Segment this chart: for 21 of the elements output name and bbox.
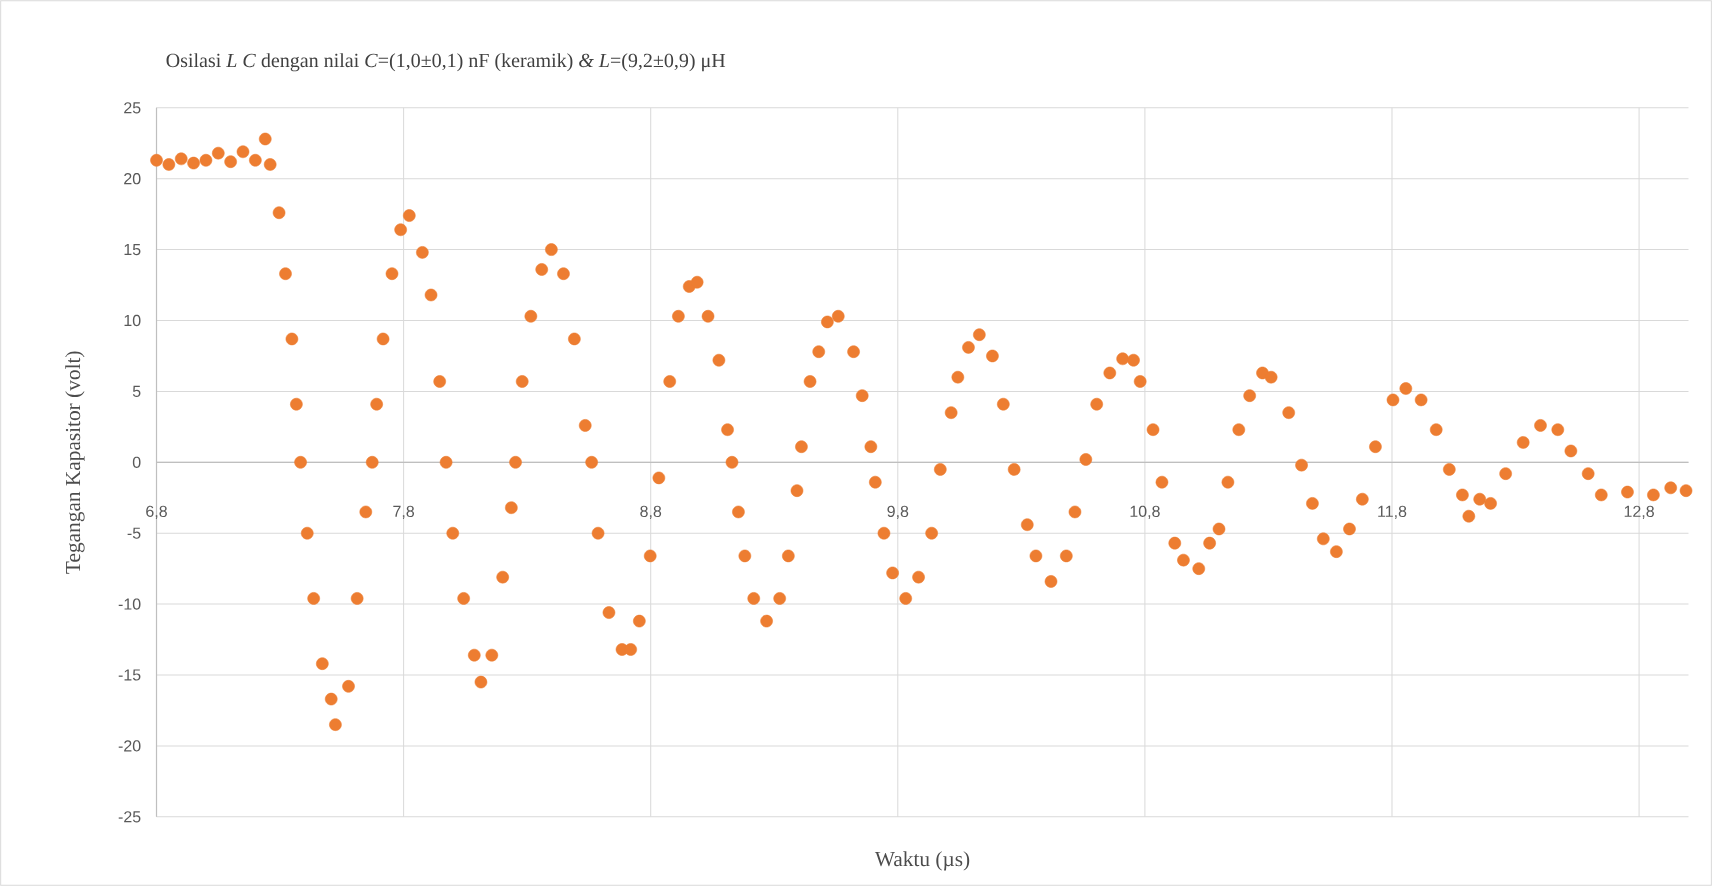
x-axis-title: Waktu (µs) bbox=[874, 851, 970, 871]
x-tick-label: 7,8 bbox=[393, 505, 415, 519]
y-tick-label: -25 bbox=[118, 811, 141, 823]
y-tick-label: 20 bbox=[124, 173, 141, 185]
x-tick-label: 8,8 bbox=[640, 505, 662, 519]
y-tick-label: 5 bbox=[132, 385, 141, 397]
y-axis-title: Tegangan Kapasitor (volt) bbox=[65, 351, 85, 574]
x-tick-label: 11,8 bbox=[1378, 505, 1407, 519]
x-tick-label: 10,8 bbox=[1130, 505, 1160, 519]
y-tick-label: 15 bbox=[124, 244, 141, 256]
chart-title: Osilasi L C dengan nilai C=(1,0±0,1) nF (keramik) & L=(9,2±0,9) μH bbox=[166, 53, 726, 72]
y-tick-label: -5 bbox=[127, 527, 141, 539]
y-tick-label: -20 bbox=[118, 740, 141, 752]
y-tick-label: 0 bbox=[132, 456, 141, 468]
x-tick-label: 9,8 bbox=[887, 505, 909, 519]
x-tick-label: 12,8 bbox=[1624, 505, 1654, 519]
y-tick-label: -10 bbox=[118, 598, 141, 610]
y-tick-label: -15 bbox=[118, 669, 141, 681]
y-tick-label: 25 bbox=[124, 102, 141, 114]
y-tick-label: 10 bbox=[124, 314, 141, 327]
x-tick-label: 6,8 bbox=[146, 505, 167, 519]
